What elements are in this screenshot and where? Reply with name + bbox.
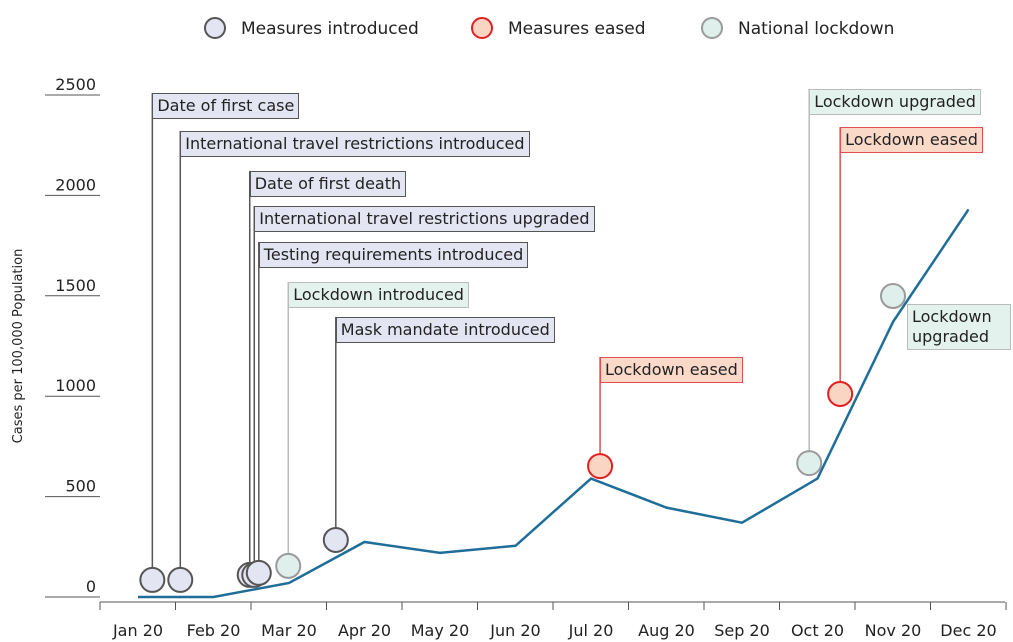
event-marker — [275, 552, 302, 579]
event-marker — [827, 380, 854, 407]
x-tick-label: May 20 — [411, 621, 470, 640]
x-tick-label: Dec 20 — [940, 621, 996, 640]
event-label: International travel restrictions introd… — [180, 131, 530, 157]
x-tick-label: Oct 20 — [791, 621, 844, 640]
event-label: Lockdown eased — [840, 127, 983, 153]
event-marker — [322, 526, 349, 553]
event-marker — [245, 559, 272, 586]
data-line — [138, 208, 970, 599]
legend-marker — [204, 17, 226, 39]
event-label: Lockdown eased — [600, 357, 743, 383]
event-label: Lockdown upgraded — [907, 304, 1011, 350]
x-tick-label: Jan 20 — [112, 621, 163, 640]
y-tick-label: 0 — [86, 577, 96, 596]
event-label: Testing requirements introduced — [258, 242, 529, 268]
x-tick-label: Nov 20 — [865, 621, 922, 640]
y-tick-label: 2500 — [55, 75, 96, 94]
event-label: Lockdown upgraded — [809, 89, 981, 115]
event-marker — [587, 453, 614, 480]
event-label: Mask mandate introduced — [335, 317, 555, 343]
y-tick-label: 500 — [65, 477, 96, 496]
y-tick-label: 1500 — [55, 276, 96, 295]
event-label: Date of first death — [249, 171, 407, 197]
x-tick-label: Mar 20 — [261, 621, 317, 640]
event-marker — [167, 566, 194, 593]
y-tick-label: 1000 — [55, 376, 96, 395]
y-axis-label: Cases per 100,000 Population — [11, 249, 26, 444]
event-marker — [880, 283, 906, 310]
event-marker — [139, 566, 166, 593]
legend-label: Measures introduced — [241, 19, 419, 39]
x-tick-label: Jul 20 — [568, 621, 614, 640]
y-tick-label: 2000 — [55, 175, 96, 194]
x-tick-label: Apr 20 — [338, 621, 391, 640]
event-label: International travel restrictions upgrad… — [254, 206, 595, 232]
x-tick-label: Feb 20 — [187, 621, 241, 640]
legend-marker — [701, 17, 723, 39]
event-label: Lockdown introduced — [288, 282, 469, 308]
legend-label: Measures eased — [508, 19, 646, 39]
legend-label: National lockdown — [738, 19, 894, 39]
event-label: Date of first case — [152, 93, 300, 119]
legend-marker — [471, 17, 493, 39]
x-tick-label: Jun 20 — [489, 621, 540, 640]
event-marker — [796, 450, 823, 477]
x-tick-label: Aug 20 — [638, 621, 695, 640]
x-tick-label: Sep 20 — [714, 621, 770, 640]
